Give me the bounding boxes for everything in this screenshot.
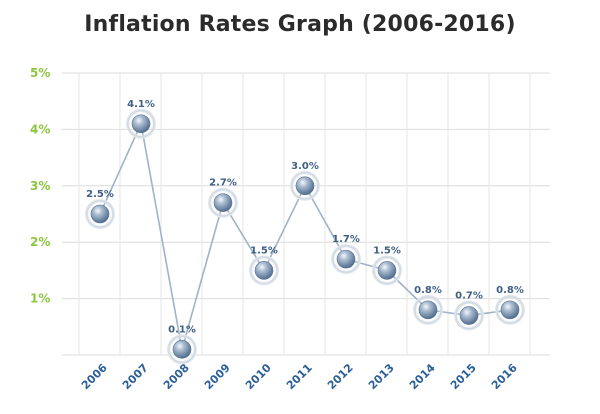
- data-point: [213, 193, 233, 213]
- data-point: [500, 300, 520, 320]
- data-point: [131, 114, 151, 134]
- x-tick-label: 2007: [120, 361, 151, 392]
- data-label: 2.5%: [86, 189, 114, 200]
- data-point: [418, 300, 438, 320]
- data-point: [90, 204, 110, 224]
- data-point: [336, 249, 356, 269]
- y-tick-label: 5%: [30, 66, 50, 80]
- data-label: 0.8%: [414, 285, 442, 296]
- data-point: [459, 306, 479, 325]
- data-label: 1.7%: [332, 234, 360, 245]
- x-tick-label: 2015: [448, 361, 479, 392]
- data-point: [295, 176, 315, 196]
- chart-title: Inflation Rates Graph (2006-2016): [84, 12, 516, 37]
- x-tick-label: 2006: [79, 361, 110, 392]
- marker-layer: [85, 108, 525, 365]
- x-tick-label: 2008: [161, 361, 192, 392]
- data-point: [172, 340, 192, 359]
- y-tick-label: 2%: [30, 235, 50, 249]
- x-tick-label: 2016: [489, 361, 520, 392]
- data-label: 3.0%: [291, 161, 319, 172]
- data-label: 0.7%: [455, 291, 483, 302]
- y-tick-label: 3%: [30, 179, 50, 193]
- x-tick-label: 2013: [366, 361, 397, 392]
- label-layer: 2.5% 4.1% 0.1% 2.7% 1.5% 3.0% 1.7% 1.5% 0.8% 0.7%…: [86, 99, 524, 336]
- y-tick-label: 1%: [30, 292, 50, 306]
- data-label: 4.1%: [127, 99, 155, 110]
- x-tick-label: 2009: [202, 361, 233, 392]
- axis-layer: 1% 2% 3% 4% 5% 2006 2007 2008 2009 2010 2011 2012 20…: [30, 66, 520, 392]
- x-tick-label: 2014: [407, 361, 438, 392]
- data-label: 1.5%: [373, 245, 401, 256]
- grid-layer: [62, 72, 550, 356]
- x-tick-label: 2010: [243, 361, 274, 392]
- x-tick-label: 2012: [325, 361, 356, 392]
- data-point: [254, 261, 274, 280]
- data-label: 0.1%: [168, 324, 196, 335]
- data-point: [377, 261, 397, 280]
- data-label: 2.7%: [209, 178, 237, 189]
- data-label: 0.8%: [496, 285, 524, 296]
- x-tick-label: 2011: [284, 361, 315, 392]
- data-label: 1.5%: [250, 245, 278, 256]
- y-tick-label: 4%: [30, 122, 50, 136]
